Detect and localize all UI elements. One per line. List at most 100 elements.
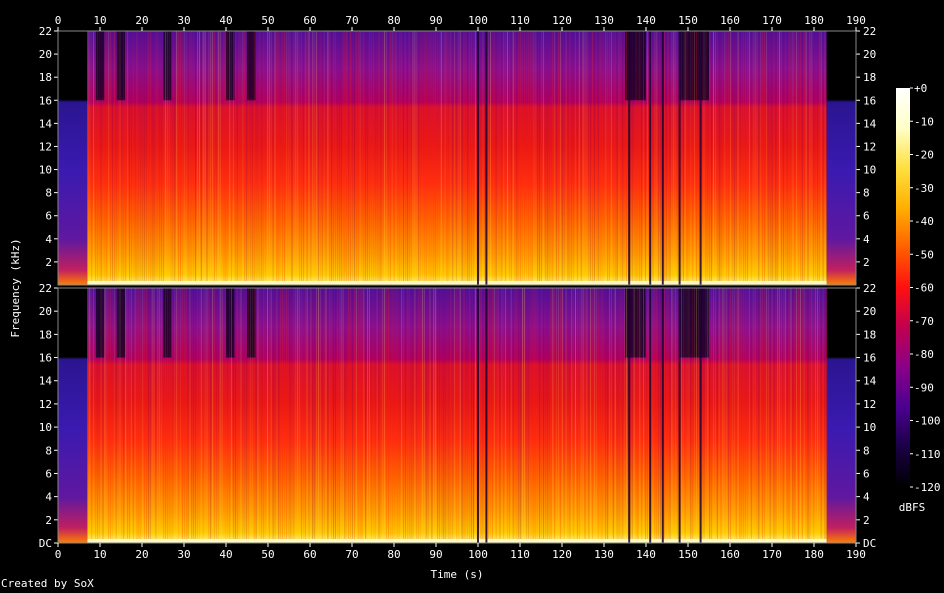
spectral-column — [529, 288, 531, 543]
spectral-column — [219, 31, 221, 285]
spectral-column — [134, 288, 136, 543]
spectral-column — [677, 31, 679, 285]
spectral-column — [512, 288, 514, 543]
spectral-column — [291, 288, 293, 543]
spectral-column — [301, 31, 302, 285]
spectral-column — [215, 288, 217, 543]
spectral-column — [263, 288, 265, 543]
spectral-column — [119, 288, 121, 543]
spectral-column — [493, 31, 495, 285]
spectral-column — [202, 31, 204, 285]
spectral-column — [807, 288, 809, 543]
spectral-column — [733, 288, 735, 543]
spectral-column — [711, 288, 713, 543]
spectral-column — [100, 31, 102, 285]
spectral-column — [484, 31, 486, 285]
spectral-column — [427, 31, 429, 285]
spectral-column — [195, 31, 197, 285]
spectral-column — [327, 31, 329, 285]
spectral-column — [641, 31, 643, 285]
spectral-column — [91, 31, 93, 285]
spectral-column — [206, 31, 208, 285]
y-tick-label-left: 4 — [45, 491, 52, 504]
spectral-column — [96, 288, 98, 543]
spectral-column — [310, 31, 312, 285]
spectral-column — [576, 31, 578, 285]
spectral-column — [707, 288, 709, 543]
spectral-column — [461, 288, 463, 543]
spectral-column — [684, 288, 686, 543]
spectral-column — [790, 31, 792, 285]
spectral-column — [183, 288, 185, 543]
spectral-column — [554, 31, 556, 285]
spectral-column — [333, 288, 335, 543]
spectral-column — [703, 31, 705, 285]
spectral-column — [251, 31, 253, 285]
spectral-column — [287, 288, 289, 543]
spectral-column — [686, 288, 688, 543]
spectral-column — [382, 31, 384, 285]
spectral-column — [631, 288, 633, 543]
spectral-column — [820, 31, 822, 285]
spectral-column — [580, 31, 582, 285]
spectral-column — [569, 31, 571, 285]
spectral-column — [357, 288, 359, 543]
spectral-column — [748, 31, 750, 285]
spectral-column — [510, 288, 512, 543]
spectral-column — [637, 288, 639, 543]
spectral-column — [769, 31, 771, 285]
spectral-column — [127, 288, 129, 543]
spectral-column — [232, 31, 234, 285]
spectral-column — [514, 31, 516, 285]
spectral-column — [512, 31, 514, 285]
spectral-column — [692, 288, 694, 543]
spectral-column — [767, 288, 769, 543]
spectral-column — [792, 31, 794, 285]
spectral-column — [342, 288, 344, 543]
spectral-column — [435, 288, 437, 543]
spectral-column — [697, 31, 699, 285]
spectral-column — [491, 31, 493, 285]
spectral-column — [622, 288, 624, 543]
spectral-column — [113, 31, 115, 285]
spectral-column — [537, 31, 539, 285]
spectral-column — [796, 31, 798, 285]
spectral-column — [406, 31, 408, 285]
spectral-column — [722, 31, 724, 285]
spectral-column — [478, 31, 480, 285]
spectral-column — [391, 31, 393, 285]
spectral-column — [249, 288, 251, 543]
spectral-column — [387, 31, 389, 285]
spectral-column — [127, 31, 129, 285]
spectral-column — [735, 31, 737, 285]
spectral-column — [667, 31, 669, 285]
spectral-column — [584, 31, 586, 285]
spectral-column — [747, 31, 748, 285]
y-tick-label-left: 18 — [39, 328, 52, 341]
spectral-column — [794, 288, 796, 543]
x-tick-label-top: 10 — [93, 14, 106, 27]
spectral-column — [556, 31, 558, 285]
spectral-column — [316, 288, 318, 543]
x-tick-label-top: 100 — [468, 14, 488, 27]
spectral-column — [302, 288, 304, 543]
low-frequency-floor — [87, 281, 827, 285]
y-tick-label-right: 2 — [863, 514, 870, 527]
spectral-column — [771, 288, 773, 543]
spectral-column — [822, 31, 824, 285]
spectral-column — [412, 288, 414, 543]
y-tick-label-left: 2 — [45, 514, 52, 527]
spectral-column — [735, 288, 737, 543]
spectral-column — [268, 31, 270, 285]
spectral-column — [816, 288, 818, 543]
colorbar-tick-label: -50 — [914, 248, 934, 261]
spectral-column — [773, 288, 775, 543]
spectral-column — [531, 288, 533, 543]
spectral-column — [236, 288, 238, 543]
spectral-column — [482, 31, 484, 285]
spectral-column — [507, 288, 508, 543]
spectral-column — [329, 31, 331, 285]
spectral-column — [794, 31, 796, 285]
x-tick-label-top: 110 — [510, 14, 530, 27]
spectral-column — [172, 288, 174, 543]
